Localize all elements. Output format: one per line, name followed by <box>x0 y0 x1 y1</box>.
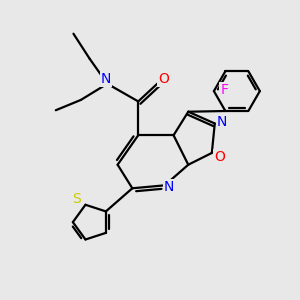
Text: F: F <box>220 82 228 97</box>
Text: O: O <box>158 72 169 86</box>
Text: N: N <box>217 115 227 129</box>
Text: N: N <box>100 72 111 86</box>
Text: O: O <box>214 150 225 164</box>
Text: S: S <box>72 192 81 206</box>
Text: N: N <box>164 180 174 194</box>
